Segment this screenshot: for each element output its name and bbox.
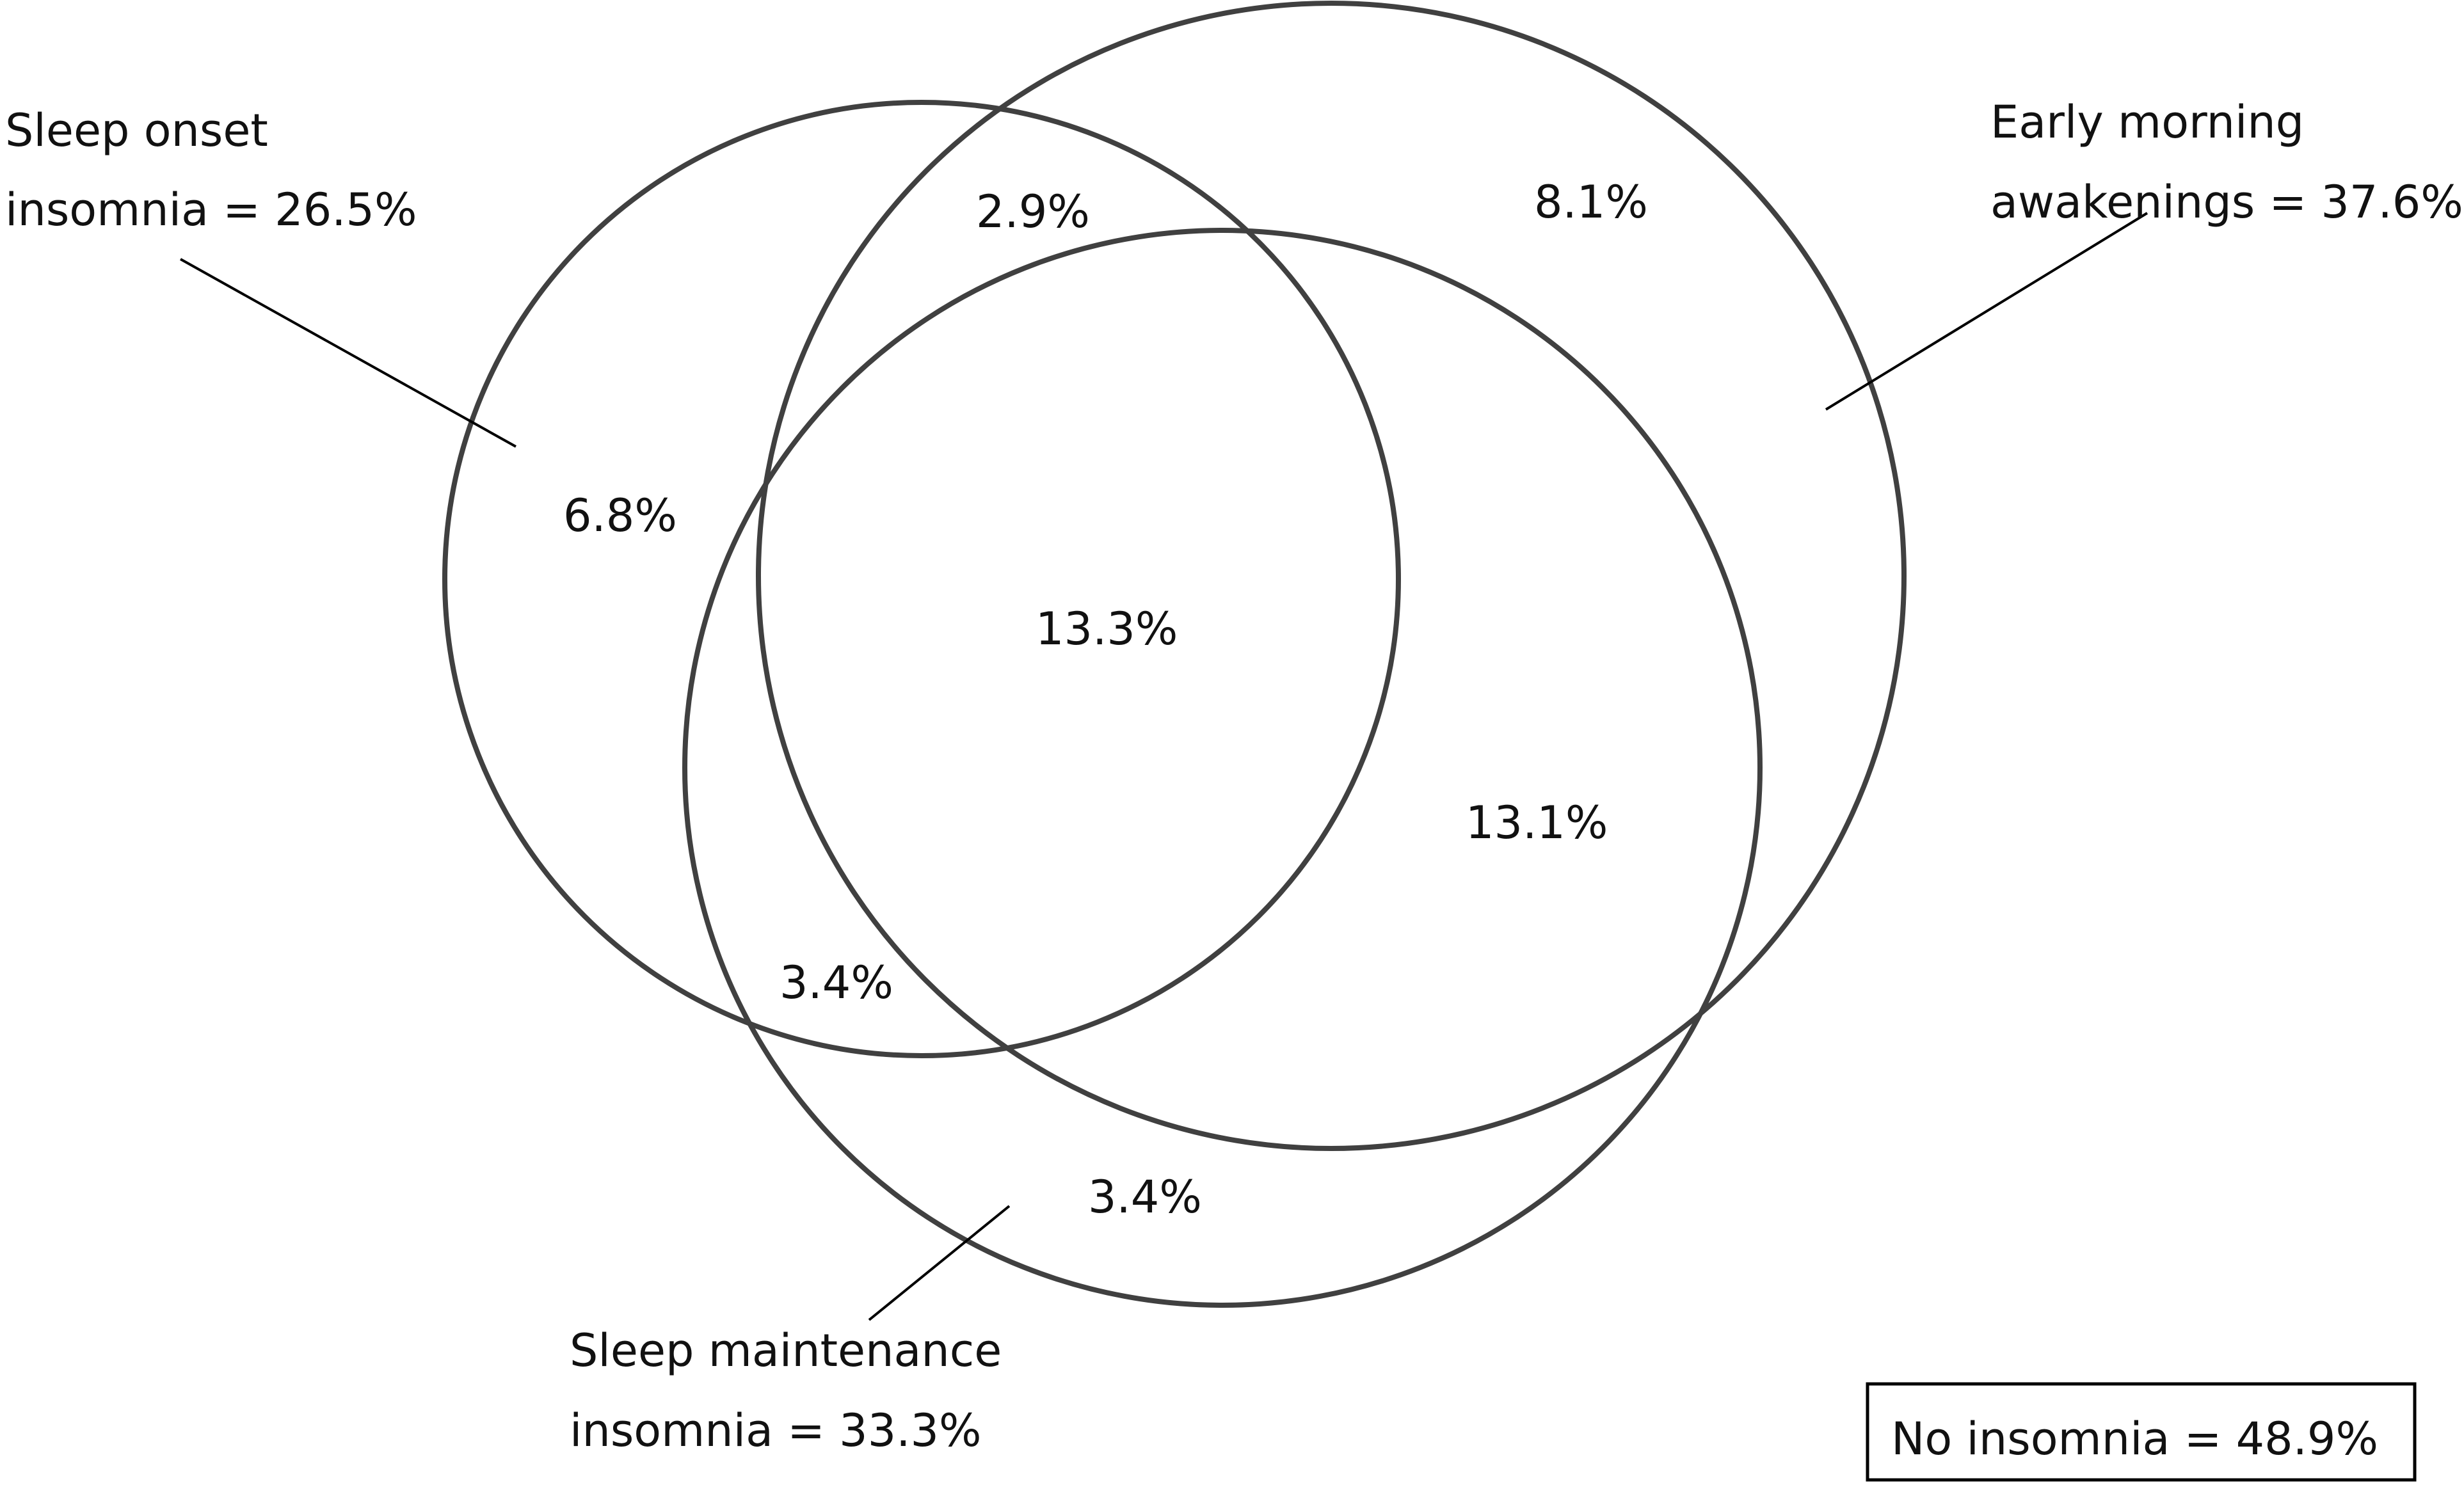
region-label-onset-early: 2.9%: [976, 186, 1090, 238]
set-label-sleep-maintenance: Sleep maintenance insomnia = 33.3%: [570, 1324, 1016, 1457]
set-label-early-morning-line2: awakenings = 37.6%: [1990, 176, 2463, 228]
set-label-early-morning-line1: Early morning: [1990, 96, 2304, 148]
leader-line-sleep-onset: [180, 258, 516, 448]
no-insomnia-box: [1866, 1382, 2417, 1482]
leader-line-sleep-maintenance: [868, 1205, 1011, 1321]
set-label-sleep-onset-line2: insomnia = 26.5%: [5, 184, 417, 236]
region-label-early-maintenance: 13.1%: [1466, 797, 1608, 849]
region-label-onset-only: 6.8%: [563, 489, 677, 542]
circle-early-morning-awakenings: [756, 1, 1907, 1151]
leader-line-early-morning: [1825, 212, 2148, 411]
no-insomnia-label: No insomnia = 48.9%: [1891, 1413, 2378, 1465]
set-label-sleep-maintenance-line2: insomnia = 33.3%: [570, 1404, 982, 1457]
region-label-all-three: 13.3%: [1036, 603, 1178, 655]
set-label-sleep-onset: Sleep onset insomnia = 26.5%: [5, 104, 417, 236]
set-label-early-morning: Early morning awakenings = 37.6%: [1990, 96, 2463, 228]
region-label-onset-maintenance: 3.4%: [780, 957, 893, 1009]
circle-sleep-maintenance: [682, 228, 1763, 1308]
set-label-sleep-onset-line1: Sleep onset: [5, 104, 268, 157]
set-label-sleep-maintenance-line1: Sleep maintenance: [570, 1324, 1002, 1377]
region-label-early-only: 8.1%: [1534, 176, 1648, 228]
region-label-maintenance-only: 3.4%: [1088, 1171, 1202, 1223]
circle-sleep-onset: [442, 100, 1401, 1058]
